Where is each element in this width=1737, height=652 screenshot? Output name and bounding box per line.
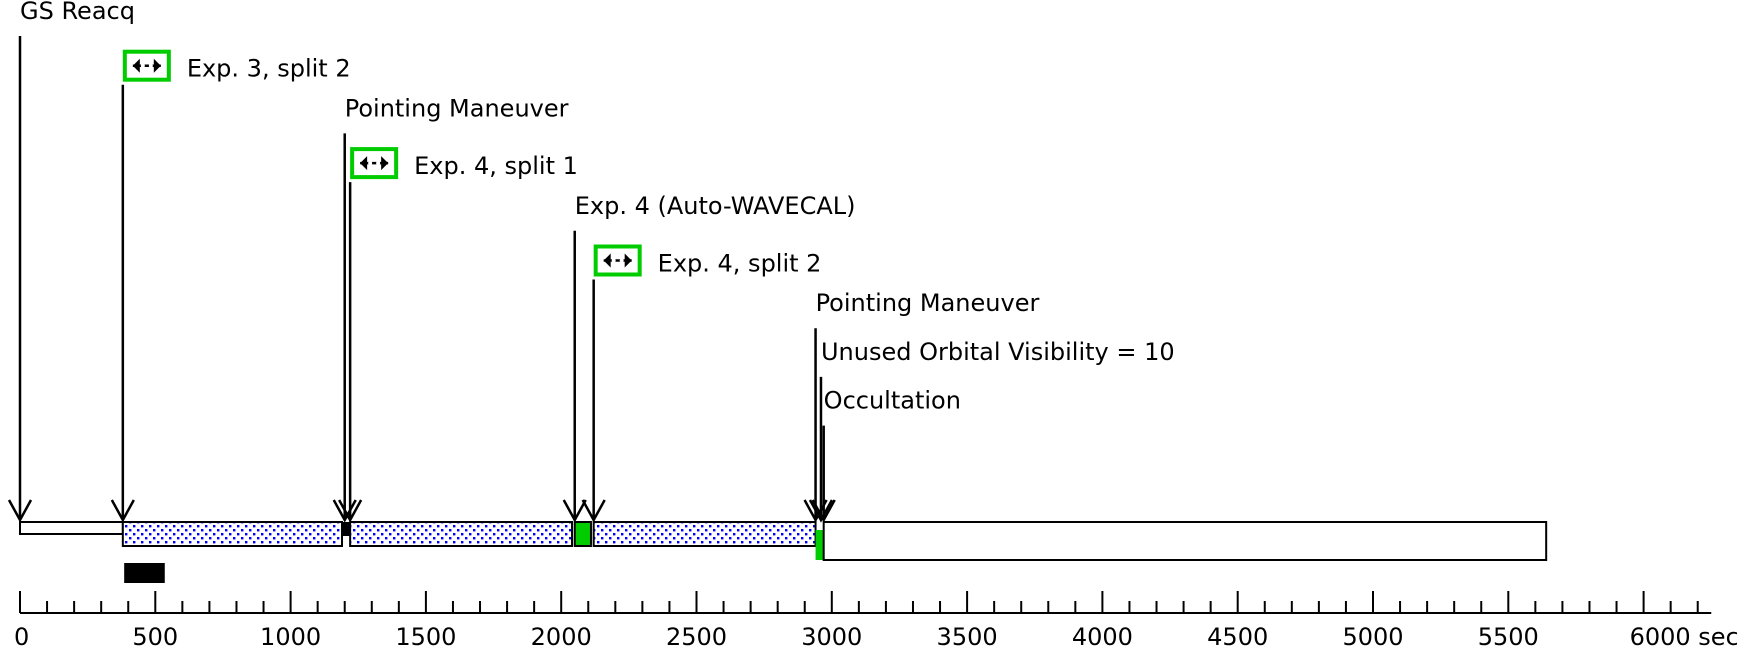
double-arrow-icon bbox=[593, 244, 642, 277]
tick-label: 2000 bbox=[531, 623, 592, 651]
tick-label: 1000 bbox=[260, 623, 321, 651]
duration-marker-bar bbox=[124, 563, 165, 583]
segment-maneuver-2 bbox=[342, 522, 351, 536]
icon-dot bbox=[611, 258, 616, 263]
double-arrow-icon bbox=[122, 49, 171, 82]
events-layer: GS Reacq Exp. 3, split 2 Pointing Maneuver… bbox=[7, 0, 1175, 523]
event-arrowhead-8 bbox=[811, 499, 836, 523]
segment-wavecal-4 bbox=[573, 521, 592, 547]
tick-label: 5000 bbox=[1342, 623, 1403, 651]
tick-label: 4000 bbox=[1072, 623, 1133, 651]
segment-unused-6 bbox=[815, 530, 824, 560]
icon-dot bbox=[376, 161, 381, 166]
icon-right-head bbox=[381, 156, 389, 171]
event-arrowhead-7 bbox=[808, 499, 834, 523]
tick-label: 1500 bbox=[395, 623, 456, 651]
icon-left-head bbox=[132, 58, 140, 73]
tick-label: 4500 bbox=[1207, 623, 1268, 651]
icon-dot bbox=[368, 161, 373, 166]
tick-label: 3500 bbox=[937, 623, 998, 651]
tick-label: 500 bbox=[132, 623, 178, 651]
segments-layer bbox=[19, 521, 1548, 583]
event-label: Exp. 3, split 2 bbox=[187, 55, 351, 83]
icon-left-head bbox=[603, 253, 611, 268]
tick-label: 2500 bbox=[666, 623, 727, 651]
event-arrowhead-1 bbox=[110, 499, 135, 523]
time-axis: 0 500 1000 1500 2000 2500 3000 3500 4000 4500 5000… bbox=[14, 591, 1737, 651]
icon-right-head bbox=[624, 253, 632, 268]
tick-label: 3000 bbox=[801, 623, 862, 651]
icon-left-head bbox=[360, 156, 368, 171]
event-arrowhead-0 bbox=[7, 499, 33, 523]
event-label: Unused Orbital Visibility = 10 bbox=[821, 338, 1175, 366]
double-arrow-icon bbox=[350, 147, 399, 180]
tick-label: 5500 bbox=[1478, 623, 1539, 651]
event-label: Exp. 4, split 1 bbox=[414, 152, 578, 180]
event-label: Exp. 4 (Auto-WAVECAL) bbox=[575, 192, 856, 220]
segment-guide-star-acquisition-0 bbox=[19, 521, 124, 535]
event-label: Exp. 4, split 2 bbox=[658, 250, 822, 278]
event-arrowhead-3 bbox=[338, 499, 363, 523]
segment-exposure-1 bbox=[121, 521, 344, 547]
icon-right-head bbox=[153, 58, 161, 73]
event-arrowhead-4 bbox=[562, 499, 587, 523]
tick-label: 0 bbox=[14, 623, 29, 651]
segment-occultation-7 bbox=[822, 521, 1548, 561]
icon-dot bbox=[148, 63, 153, 68]
event-label: GS Reacq bbox=[20, 0, 135, 25]
segment-exposure-5 bbox=[592, 521, 817, 547]
event-arrowhead-5 bbox=[581, 499, 606, 523]
icon-dot bbox=[140, 63, 145, 68]
event-arrowhead-2 bbox=[332, 499, 357, 523]
segment-exposure-3 bbox=[349, 521, 574, 547]
tick-label: 6000 sec bbox=[1630, 623, 1737, 651]
event-label: Occultation bbox=[824, 387, 961, 415]
event-label: Pointing Maneuver bbox=[345, 94, 569, 122]
icon-dot bbox=[619, 258, 624, 263]
event-label: Pointing Maneuver bbox=[816, 289, 1040, 317]
